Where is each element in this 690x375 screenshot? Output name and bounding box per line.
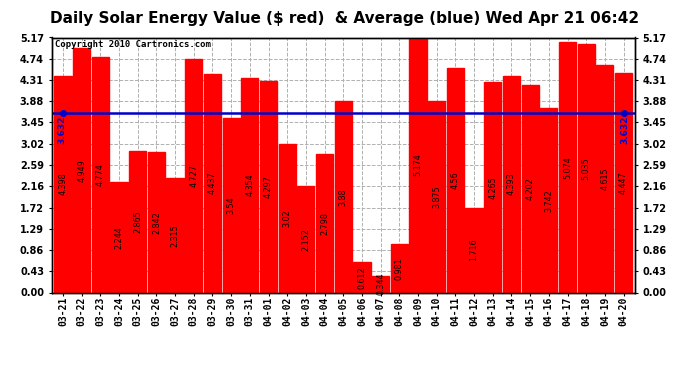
Bar — [279, 144, 296, 292]
Text: Daily Solar Energy Value ($ red)  & Average (blue) Wed Apr 21 06:42: Daily Solar Energy Value ($ red) & Avera… — [50, 11, 640, 26]
Bar — [297, 186, 315, 292]
Bar — [615, 73, 632, 292]
Text: 4.56: 4.56 — [451, 171, 460, 189]
Text: 4.727: 4.727 — [189, 165, 198, 188]
Bar — [185, 59, 202, 292]
Text: 3.632: 3.632 — [57, 116, 66, 144]
Bar — [129, 151, 146, 292]
Bar — [522, 85, 539, 292]
Text: 4.437: 4.437 — [208, 172, 217, 194]
Bar — [503, 76, 520, 292]
Text: 2.842: 2.842 — [152, 211, 161, 234]
Bar — [241, 78, 259, 292]
Bar — [260, 81, 277, 292]
Bar — [73, 48, 90, 292]
Text: 3.875: 3.875 — [432, 186, 441, 208]
Text: 2.315: 2.315 — [170, 224, 179, 247]
Text: 0.981: 0.981 — [395, 257, 404, 280]
Text: 2.152: 2.152 — [302, 228, 310, 251]
Text: 5.035: 5.035 — [582, 157, 591, 180]
Bar — [428, 101, 445, 292]
Text: Copyright 2010 Cartronics.com: Copyright 2010 Cartronics.com — [55, 40, 210, 49]
Text: 5.074: 5.074 — [563, 156, 572, 179]
Text: 4.297: 4.297 — [264, 175, 273, 198]
Bar — [372, 276, 389, 292]
Bar — [466, 208, 483, 292]
Text: 2.865: 2.865 — [133, 210, 142, 233]
Text: 4.354: 4.354 — [246, 174, 255, 196]
Text: 3.02: 3.02 — [283, 209, 292, 227]
Text: 3.88: 3.88 — [339, 188, 348, 206]
Bar — [409, 37, 426, 292]
Text: 3.54: 3.54 — [226, 196, 236, 214]
Bar — [55, 76, 72, 292]
Text: 4.774: 4.774 — [96, 164, 105, 186]
Text: 4.615: 4.615 — [600, 167, 609, 190]
Bar — [596, 65, 613, 292]
Bar — [92, 57, 109, 292]
Text: 4.949: 4.949 — [77, 159, 86, 182]
Text: 1.716: 1.716 — [470, 239, 479, 261]
Bar — [559, 42, 576, 292]
Text: 3.742: 3.742 — [544, 189, 553, 211]
Bar — [316, 154, 333, 292]
Bar — [166, 178, 184, 292]
Bar — [447, 68, 464, 292]
Text: 4.398: 4.398 — [59, 173, 68, 195]
Bar — [391, 244, 408, 292]
Bar — [335, 101, 352, 292]
Bar — [484, 82, 502, 292]
Bar — [540, 108, 558, 292]
Text: 4.447: 4.447 — [619, 171, 628, 194]
Bar — [353, 262, 371, 292]
Bar — [148, 152, 165, 292]
Text: 0.344: 0.344 — [376, 273, 385, 295]
Text: 0.612: 0.612 — [357, 266, 366, 289]
Bar — [204, 74, 221, 292]
Bar — [578, 44, 595, 292]
Text: 4.265: 4.265 — [489, 176, 497, 199]
Text: 2.798: 2.798 — [320, 212, 329, 235]
Text: 4.202: 4.202 — [526, 177, 535, 200]
Text: 5.174: 5.174 — [413, 153, 422, 176]
Text: 4.393: 4.393 — [507, 173, 516, 195]
Bar — [223, 118, 239, 292]
Bar — [110, 182, 128, 292]
Text: 2.244: 2.244 — [115, 226, 124, 249]
Text: 3.632: 3.632 — [620, 116, 629, 144]
